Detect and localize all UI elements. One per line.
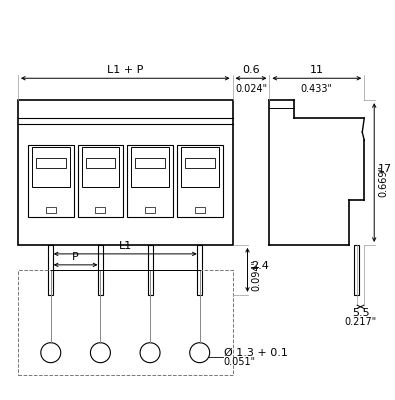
Text: 2.4: 2.4 [252, 261, 269, 271]
Text: L1 + P: L1 + P [107, 65, 143, 75]
Bar [185, 158, 214, 168]
Bar [354, 245, 359, 295]
Bar [127, 145, 173, 217]
Text: P: P [72, 252, 79, 262]
Bar [86, 158, 115, 168]
Text: 17: 17 [378, 164, 392, 174]
Text: 0.669": 0.669" [378, 164, 388, 196]
Bar [197, 245, 202, 295]
Bar [96, 207, 105, 213]
Bar [195, 207, 205, 213]
Text: Ø 1.3 + 0.1: Ø 1.3 + 0.1 [224, 348, 288, 358]
Bar [48, 245, 53, 295]
Text: 0.217": 0.217" [344, 317, 376, 327]
Text: 0.051": 0.051" [224, 357, 256, 367]
Bar [181, 147, 218, 187]
Text: 5.5: 5.5 [352, 308, 369, 318]
Text: 0.094": 0.094" [252, 259, 261, 291]
Text: 0.433": 0.433" [301, 84, 333, 94]
Bar [177, 145, 222, 217]
Bar [77, 145, 123, 217]
Bar [18, 270, 233, 375]
Bar [32, 147, 70, 187]
Bar [135, 158, 165, 168]
Bar [36, 158, 66, 168]
Text: 0.024": 0.024" [235, 84, 267, 94]
Bar [28, 145, 73, 217]
Bar [82, 147, 119, 187]
Text: L1: L1 [118, 241, 132, 251]
Bar [46, 207, 56, 213]
Text: 0.6: 0.6 [242, 65, 260, 75]
Text: 11: 11 [310, 65, 324, 75]
Bar [131, 147, 169, 187]
Bar [98, 245, 103, 295]
Bar [18, 100, 233, 245]
Bar [145, 207, 155, 213]
Bar [148, 245, 152, 295]
